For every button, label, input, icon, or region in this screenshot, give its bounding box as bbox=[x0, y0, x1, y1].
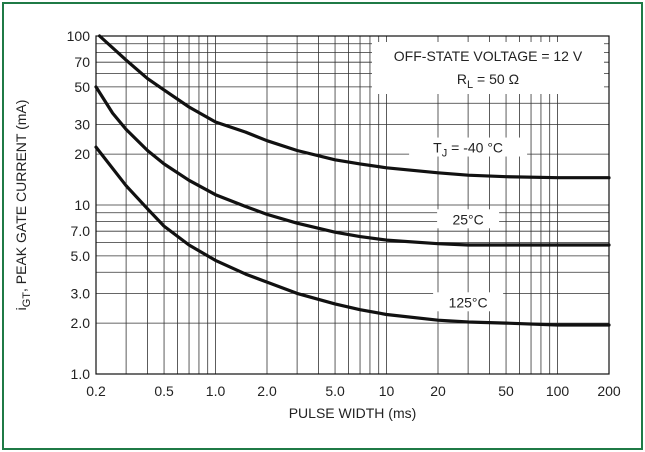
series-line bbox=[97, 34, 611, 180]
plot-border bbox=[95, 35, 610, 375]
y-axis-label-subscript: GT bbox=[21, 292, 33, 308]
annotation-voltage-label: OFF-STATE VOLTAGE = 12 V bbox=[394, 48, 583, 64]
y-tick-label: 70 bbox=[74, 54, 90, 70]
x-tick-label: 50 bbox=[498, 383, 514, 399]
y-axis-label: iGT, PEAK GATE CURRENT (mA) bbox=[13, 100, 33, 311]
x-tick-label: 0.5 bbox=[154, 383, 174, 399]
series-label-symbol: T bbox=[433, 140, 442, 156]
y-tick-label: 20 bbox=[74, 146, 90, 162]
series-label-background bbox=[437, 209, 500, 229]
series-label-background bbox=[433, 292, 504, 312]
series-label: 125°C bbox=[449, 294, 488, 310]
annotation-background bbox=[372, 42, 604, 94]
series-label-subscript: J bbox=[442, 148, 448, 160]
series-label: TJ = -40 °C bbox=[433, 140, 503, 160]
y-tick-label: 2.0 bbox=[71, 315, 91, 331]
series-line bbox=[94, 85, 611, 247]
y-tick-label: 100 bbox=[67, 28, 91, 44]
x-tick-label: 200 bbox=[597, 383, 621, 399]
series-line bbox=[94, 145, 611, 327]
annotation-resistance-symbol: R bbox=[457, 71, 467, 87]
y-tick-label: 7.0 bbox=[71, 223, 91, 239]
annotation-resistance-label: RL = 50 Ω bbox=[457, 71, 519, 91]
y-tick-label: 30 bbox=[74, 116, 90, 132]
series-label-background bbox=[409, 137, 528, 157]
series-label-value: = -40 °C bbox=[447, 140, 503, 156]
x-tick-label: 20 bbox=[430, 383, 446, 399]
gate-current-chart: OFF-STATE VOLTAGE = 12 V RL = 50 Ω TJ = … bbox=[13, 28, 621, 421]
annotation-resistance-subscript: L bbox=[467, 79, 473, 91]
y-axis-label-text: , PEAK GATE CURRENT (mA) bbox=[13, 100, 29, 292]
x-tick-label: 5.0 bbox=[325, 383, 345, 399]
x-tick-label: 0.2 bbox=[86, 383, 106, 399]
voltage-annotation: OFF-STATE VOLTAGE = 12 V RL = 50 Ω bbox=[372, 42, 604, 94]
x-axis-label: PULSE WIDTH (ms) bbox=[289, 405, 417, 421]
x-tick-label: 1.0 bbox=[206, 383, 226, 399]
y-tick-label: 3.0 bbox=[71, 285, 91, 301]
y-tick-label: 10 bbox=[74, 197, 90, 213]
series-labels: TJ = -40 °C 25°C 125°C bbox=[409, 137, 528, 312]
x-axis-ticks: 0.2 0.5 1.0 2.0 5.0 10 20 50 100 200 bbox=[86, 383, 621, 399]
series-label: 25°C bbox=[452, 211, 483, 227]
x-tick-label: 10 bbox=[379, 383, 395, 399]
y-tick-label: 1.0 bbox=[71, 366, 91, 382]
x-tick-label: 100 bbox=[546, 383, 570, 399]
y-tick-label: 50 bbox=[74, 79, 90, 95]
y-axis-ticks: 1.0 2.0 3.0 5.0 7.0 10 20 30 50 70 100 bbox=[67, 28, 91, 382]
x-tick-label: 2.0 bbox=[257, 383, 277, 399]
annotation-resistance-value: = 50 Ω bbox=[473, 71, 519, 87]
y-tick-label: 5.0 bbox=[71, 248, 91, 264]
series-lines bbox=[94, 34, 611, 327]
y-axis-label-symbol: i bbox=[13, 307, 29, 310]
